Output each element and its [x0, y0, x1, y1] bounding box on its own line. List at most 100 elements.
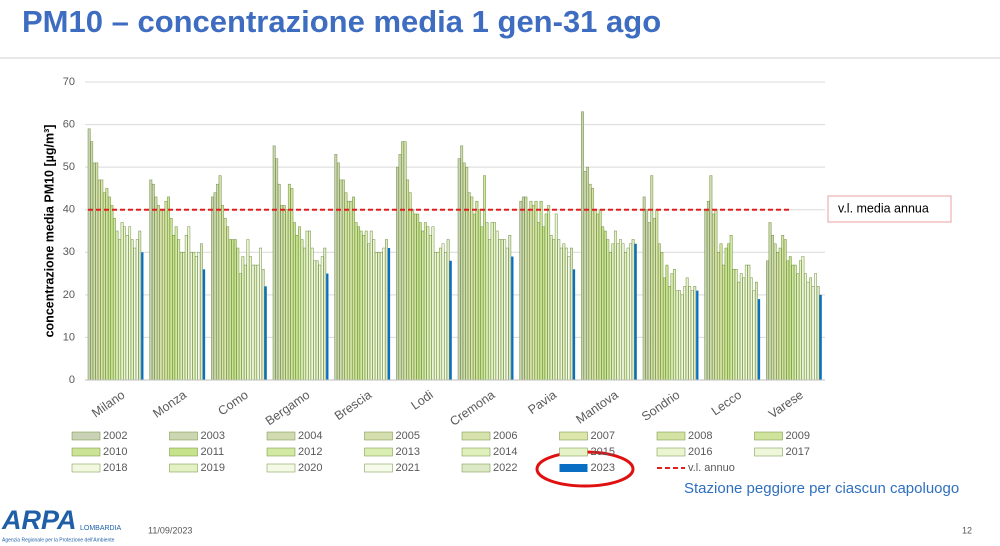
x-tick-label: Monza	[150, 388, 189, 421]
bar	[755, 281, 758, 381]
bar	[300, 239, 304, 381]
legend-label: 2005	[396, 430, 420, 442]
legend-label: v.l. annuo	[688, 462, 735, 474]
bar	[670, 273, 674, 381]
bar	[372, 239, 376, 381]
bar	[418, 222, 422, 381]
bar	[783, 239, 787, 381]
bar	[642, 196, 646, 381]
bar	[313, 260, 317, 381]
bar	[251, 264, 255, 381]
bar	[539, 200, 543, 381]
bar	[801, 256, 805, 381]
bar	[362, 235, 366, 381]
bar	[223, 217, 227, 381]
footer-date: 11/09/2023	[148, 525, 192, 535]
bar	[118, 239, 121, 381]
legend-label: 2014	[493, 446, 517, 458]
bar	[256, 264, 260, 381]
bar	[511, 256, 514, 380]
bar	[549, 235, 553, 381]
bar	[693, 286, 697, 381]
bar	[601, 226, 605, 381]
bar	[305, 230, 309, 381]
bar	[508, 235, 512, 381]
bar	[90, 141, 94, 381]
bar	[172, 235, 176, 381]
bar	[683, 286, 687, 381]
bar	[709, 175, 713, 381]
bar	[125, 235, 129, 381]
bar	[564, 247, 568, 381]
annotation-box	[827, 195, 952, 223]
bar	[261, 269, 265, 381]
bar	[524, 196, 528, 381]
legend-label: 2016	[688, 446, 712, 458]
bar	[480, 226, 484, 381]
bar	[809, 277, 812, 381]
legend-swatch	[266, 447, 296, 457]
bar	[102, 192, 106, 381]
bar	[202, 269, 206, 380]
bar	[629, 243, 632, 381]
y-tick-label: 0	[69, 374, 75, 386]
x-tick-label: Milano	[89, 388, 127, 421]
bar	[712, 213, 715, 381]
bar	[154, 196, 158, 381]
bar	[457, 158, 461, 381]
y-tick-label: 50	[63, 161, 75, 173]
legend-label: 2006	[493, 430, 517, 442]
bar	[449, 260, 452, 380]
legend-swatch	[266, 431, 296, 441]
legend-swatch	[461, 431, 491, 441]
bar	[776, 252, 780, 381]
bar	[434, 252, 437, 381]
bar	[290, 188, 294, 381]
bar	[164, 200, 168, 381]
bar	[320, 256, 324, 381]
bar	[357, 226, 361, 381]
bar	[354, 222, 358, 381]
bar	[724, 247, 728, 381]
bar	[292, 222, 296, 381]
x-tick-label: Sondrio	[639, 388, 682, 424]
bar	[159, 209, 163, 381]
bar	[645, 209, 649, 381]
legend-label: 2003	[201, 430, 225, 442]
bar	[123, 226, 127, 381]
bar	[796, 273, 800, 381]
bar	[408, 192, 412, 381]
bar	[570, 247, 573, 381]
bar	[374, 252, 378, 381]
y-tick-label: 70	[63, 76, 75, 88]
legend-label: 2008	[688, 430, 712, 442]
bar	[734, 269, 738, 381]
bar	[498, 239, 502, 381]
bar	[249, 256, 252, 381]
bar	[465, 166, 469, 381]
bar	[308, 230, 312, 381]
bar	[781, 235, 785, 381]
bar	[231, 239, 235, 381]
bar	[778, 247, 782, 381]
bar	[537, 222, 540, 381]
bar	[226, 226, 230, 381]
bar	[771, 235, 774, 381]
bar	[706, 200, 710, 381]
logo-region: LOMBARDIA	[80, 525, 122, 532]
bar	[814, 273, 817, 381]
x-tick-label: Varese	[766, 388, 806, 422]
y-tick-label: 30	[63, 246, 75, 258]
bar	[657, 243, 661, 381]
bar	[475, 200, 479, 381]
x-tick-label: Como	[215, 388, 250, 419]
bar	[675, 290, 679, 381]
legend-swatch	[754, 431, 783, 441]
bar	[806, 281, 810, 381]
legend-label: 2020	[298, 462, 322, 474]
bar	[264, 286, 267, 380]
legend-label: 2013	[396, 446, 420, 458]
footer: ARPA LOMBARDIA Agenzia Regionale per la …	[1, 505, 972, 543]
bar	[505, 247, 509, 381]
